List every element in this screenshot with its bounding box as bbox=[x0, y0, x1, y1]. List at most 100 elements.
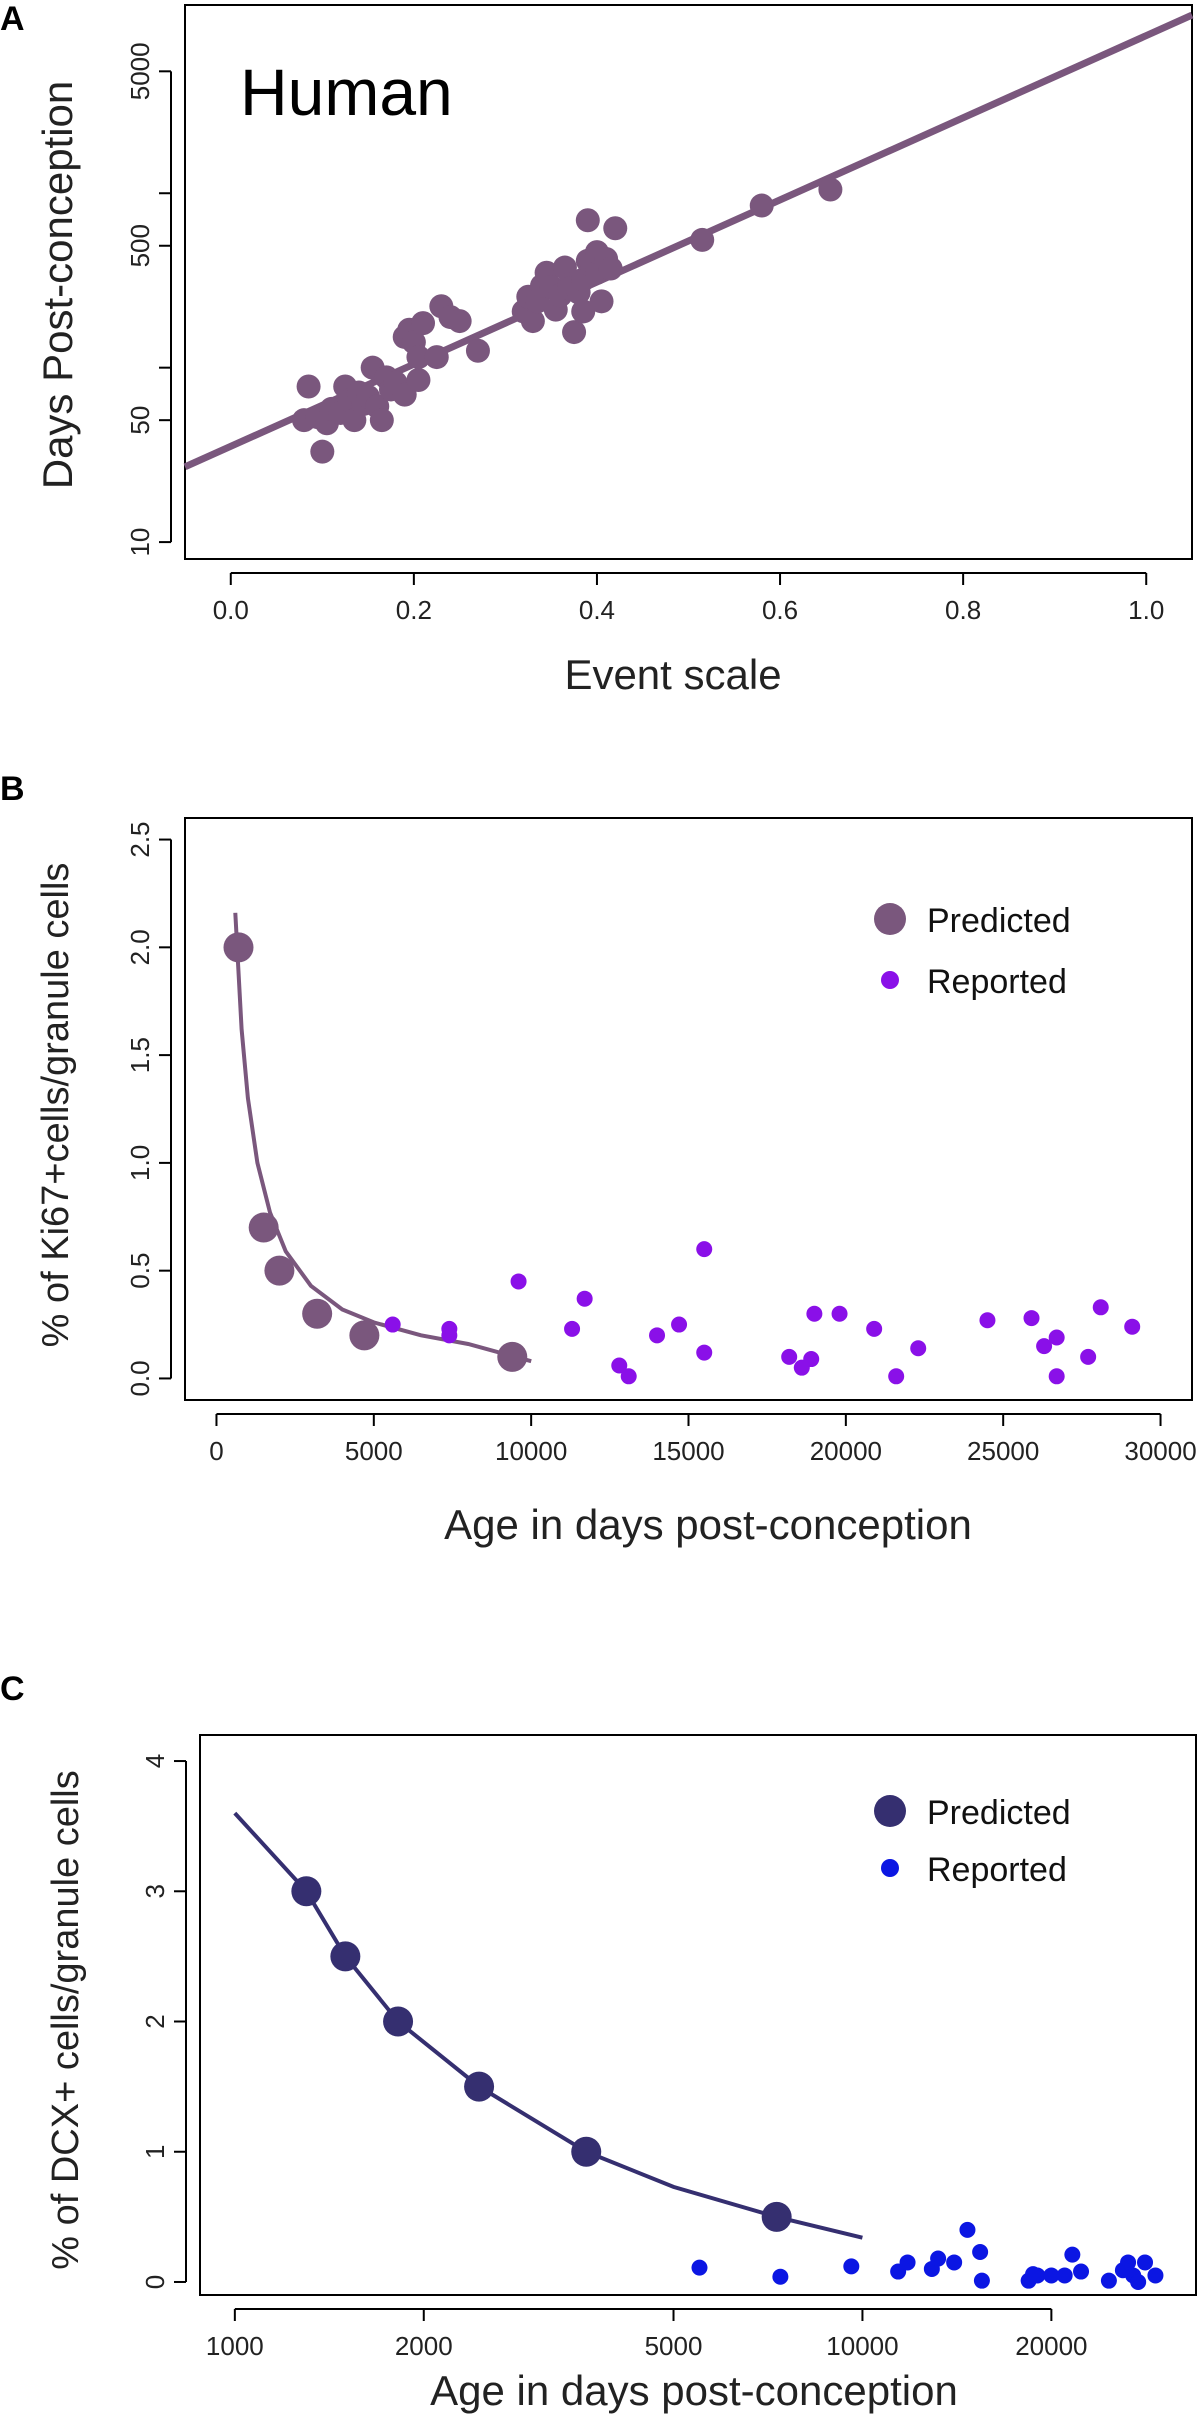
panel-b-reported-point bbox=[1080, 1348, 1097, 1365]
panel-b-y-axis-label: % of Ki67+cells/granule cells bbox=[35, 863, 77, 1348]
panel-b-x-tick-label: 20000 bbox=[810, 1436, 882, 1466]
panel-a-x-tick-label: 0.2 bbox=[396, 595, 432, 625]
panel-c-predicted-point bbox=[761, 2201, 792, 2232]
panel-b-y-tick-label: 2.0 bbox=[125, 929, 155, 965]
panel-label-a: A bbox=[0, 0, 25, 38]
panel-c-x-tick-label: 1000 bbox=[206, 2331, 264, 2361]
panel-b-reported-point bbox=[781, 1348, 798, 1365]
panel-c-legend-predicted-marker bbox=[874, 1795, 906, 1827]
panel-b-reported-point bbox=[620, 1368, 637, 1385]
panel-a-data-point bbox=[571, 299, 596, 324]
panel-a-x-tick-label: 0.6 bbox=[762, 595, 798, 625]
panel-b-reported-point bbox=[696, 1241, 713, 1258]
panel-c-reported-point bbox=[1056, 2267, 1073, 2284]
panel-c-legend-reported-marker bbox=[881, 1859, 899, 1877]
panel-c-predicted-point bbox=[330, 1941, 361, 1972]
panel-b-x-tick-label: 25000 bbox=[967, 1436, 1039, 1466]
panel-label-c: C bbox=[0, 1670, 25, 1708]
panel-c-reported-point bbox=[973, 2272, 990, 2289]
panel-a-y-axis-label: Days Post-conception bbox=[34, 81, 81, 490]
panel-b-x-tick-label: 0 bbox=[209, 1436, 223, 1466]
panel-b-reported-point bbox=[611, 1357, 628, 1374]
panel-b-reported-point bbox=[866, 1320, 883, 1337]
panel-a-y-tick-label: 500 bbox=[125, 224, 155, 267]
panel-c-reported-point bbox=[1120, 2254, 1137, 2271]
panel-b-reported-point bbox=[910, 1340, 927, 1357]
panel-c-legend-predicted-label: Predicted bbox=[927, 1794, 1071, 1832]
panel-a-annotation: Human bbox=[240, 55, 453, 129]
panel-c-predicted-point bbox=[383, 2006, 414, 2037]
panel-b-y-tick-label: 1.0 bbox=[125, 1145, 155, 1181]
panel-b-x-tick-label: 30000 bbox=[1124, 1436, 1196, 1466]
panel-b-legend-predicted-marker bbox=[874, 903, 906, 935]
panel-b-reported-point bbox=[1023, 1310, 1040, 1327]
panel-a-data-point bbox=[406, 345, 431, 370]
panel-b-y-tick-label: 0.5 bbox=[125, 1253, 155, 1289]
panel-b-predicted-curve bbox=[233, 912, 532, 1364]
panel-c-y-tick-label: 2 bbox=[140, 2014, 170, 2028]
panel-c-x-tick-label: 10000 bbox=[826, 2331, 898, 2361]
panel-c-reported-point bbox=[691, 2259, 708, 2276]
panel-a-data-point bbox=[690, 227, 715, 252]
panel-a-data-point bbox=[447, 309, 472, 334]
panel-b-predicted-point bbox=[248, 1212, 279, 1243]
panel-a-x-tick-label: 0.4 bbox=[579, 595, 615, 625]
panel-c-y-tick-label: 0 bbox=[140, 2275, 170, 2289]
panel-c-y-tick-label: 4 bbox=[140, 1754, 170, 1768]
panel-b-reported-point bbox=[1036, 1338, 1053, 1355]
panel-c-reported-point bbox=[946, 2254, 963, 2271]
panel-b-x-tick-label: 5000 bbox=[345, 1436, 403, 1466]
panel-a-data-point bbox=[749, 193, 774, 218]
panel-b-reported-point bbox=[441, 1327, 458, 1344]
panel-a-data-point bbox=[818, 177, 843, 202]
panel-b-reported-point bbox=[510, 1273, 527, 1290]
panel-c-reported-point bbox=[1064, 2246, 1081, 2263]
panel-b-reported-point bbox=[1048, 1368, 1065, 1385]
panel-b-y-tick-label: 2.5 bbox=[125, 821, 155, 857]
panel-b-chart: 0 5000 10000 15000 20000 25000 30000 0.0 0.5 1.0… bbox=[35, 817, 1197, 1548]
panel-b-reported-point bbox=[671, 1316, 688, 1333]
panel-b-reported-point bbox=[696, 1344, 713, 1361]
panel-c-reported-point bbox=[1043, 2267, 1060, 2284]
panel-a-data-point bbox=[369, 408, 394, 433]
panel-a-data-point bbox=[598, 256, 623, 281]
panel-b-reported-point bbox=[979, 1312, 996, 1329]
panel-c-reported-point bbox=[972, 2244, 989, 2261]
panel-b-reported-point bbox=[384, 1316, 401, 1333]
panel-b-predicted-point bbox=[349, 1320, 380, 1351]
panel-a-x-tick-label: 0.0 bbox=[213, 595, 249, 625]
panel-a-plot-frame bbox=[184, 4, 1193, 560]
panel-b-reported-point bbox=[1124, 1318, 1141, 1335]
panel-b-reported-point bbox=[649, 1327, 666, 1344]
panel-c-predicted-curve bbox=[233, 1811, 863, 2240]
panel-b-reported-point bbox=[1048, 1329, 1065, 1346]
panel-b-legend-reported-label: Reported bbox=[927, 963, 1067, 1001]
panel-b-reported-point bbox=[564, 1320, 581, 1337]
panel-a-data-point bbox=[603, 216, 628, 241]
panel-b-predicted-point bbox=[302, 1298, 333, 1329]
panel-b-reported-point bbox=[806, 1305, 823, 1322]
panel-a-y-tick-label: 50 bbox=[125, 406, 155, 435]
panel-b-reported-point bbox=[1092, 1299, 1109, 1316]
panel-c-y-axis-label: % of DCX+ cells/granule cells bbox=[45, 1770, 87, 2270]
panel-a-x-tick-label: 0.8 bbox=[945, 595, 981, 625]
panel-c-chart: 1000 2000 5000 10000 20000 0 1 2 3 4 Predicted R… bbox=[45, 1734, 1197, 2414]
panel-a-data-point bbox=[296, 374, 321, 399]
panel-c-predicted-point bbox=[291, 1876, 322, 1907]
panel-c-predicted-point bbox=[464, 2071, 495, 2102]
panel-b-y-tick-label: 1.5 bbox=[125, 1037, 155, 1073]
panel-c-y-tick-label: 1 bbox=[140, 2145, 170, 2159]
panel-a-x-axis-label: Event scale bbox=[564, 651, 781, 698]
panel-a-data-point bbox=[520, 309, 545, 334]
panel-a-y-tick-label: 5000 bbox=[125, 42, 155, 100]
panel-c-reported-point bbox=[843, 2258, 860, 2275]
panel-a-data-point bbox=[562, 320, 587, 345]
panel-c-reported-point bbox=[930, 2250, 947, 2267]
panel-b-predicted-point bbox=[497, 1341, 528, 1372]
panel-b-reported-point bbox=[803, 1351, 820, 1368]
panel-c-legend-reported-label: Reported bbox=[927, 1851, 1067, 1889]
panel-a-data-point bbox=[465, 338, 490, 363]
panel-b-y-tick-label: 0.0 bbox=[125, 1360, 155, 1396]
panel-c-predicted-point bbox=[571, 2136, 602, 2167]
panel-b-legend-reported-marker bbox=[881, 971, 899, 989]
